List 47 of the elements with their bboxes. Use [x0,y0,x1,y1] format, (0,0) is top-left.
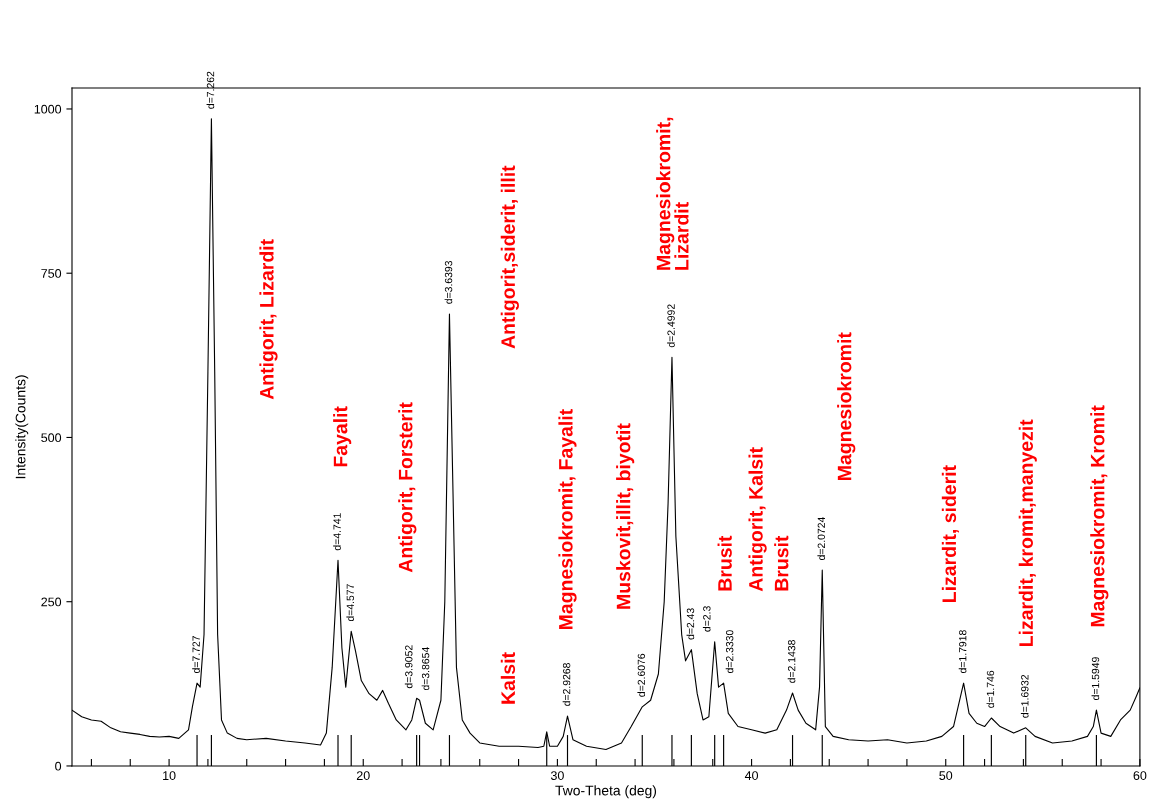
annotation: d=1.7918 [958,630,967,674]
x-tick-label: 50 [939,771,953,780]
annotation: d=4.741 [333,513,341,551]
y-tick-label: 1000 [34,104,62,114]
annotation: Kalsit [500,652,516,704]
x-axis-title: Two-Theta (deg) [555,785,657,799]
y-tick-label: 250 [41,597,62,607]
annotation: d=2.0724 [817,517,826,561]
annotation: Antigorit, Lizardit [259,239,278,400]
x-tick-label: 10 [163,771,176,780]
y-tick-label: 0 [55,761,62,771]
annotation: Magnesiokromit [837,332,856,480]
annotation: d=3.6393 [444,260,453,304]
annotation: Fayalit [333,406,352,467]
y-axis-title: Intensity(Counts) [15,375,29,479]
annotation: Brusit [774,535,789,591]
annotation: d=2.6076 [637,653,646,697]
annotation: Antigorit,siderit, illit [500,165,519,349]
annotation: d=1.746 [986,670,995,708]
y-tick-label: 500 [41,433,62,443]
y-tick-label: 750 [41,269,62,278]
annotation: d=3.9052 [404,645,413,689]
x-tick-label: 20 [356,771,370,780]
annotation: Magnesiokromit, Kromit [1090,405,1109,627]
annotation: Magnesiokromit, Fayalit [558,409,577,630]
annotation: d=1.5949 [1091,657,1100,700]
annotation: Lizardit, kromit,manyezit [1018,419,1037,647]
annotation: d=2.3330 [725,630,734,674]
annotation: d=2.4992 [667,304,675,348]
annotation: d=2.43 [686,608,695,640]
annotation: d=1.6932 [1020,674,1029,718]
x-tick-label: 60 [1133,771,1147,780]
annotation: Lizardit, siderit [941,465,959,602]
x-tick-label: 40 [744,771,759,780]
annotation: d=2.3 [702,606,711,632]
annotation: Antigorit, Forsterit [398,402,417,573]
annotation: Brusit [717,535,732,591]
annotation: d=3.8654 [421,647,430,691]
annotation: Magnesiokromit, Lizardit [656,117,689,270]
annotation: Muskovit,illit, biyotit [616,423,635,609]
x-tick-label: 30 [550,771,564,780]
annotation: d=4.577 [346,584,354,622]
annotation: d=7.727 [192,636,200,674]
annotation: Antigorit, Kalsit [748,447,767,592]
annotation: d=2.1438 [787,640,796,683]
annotation: d=2.9268 [562,663,571,706]
annotation: d=7.262 [206,71,215,109]
